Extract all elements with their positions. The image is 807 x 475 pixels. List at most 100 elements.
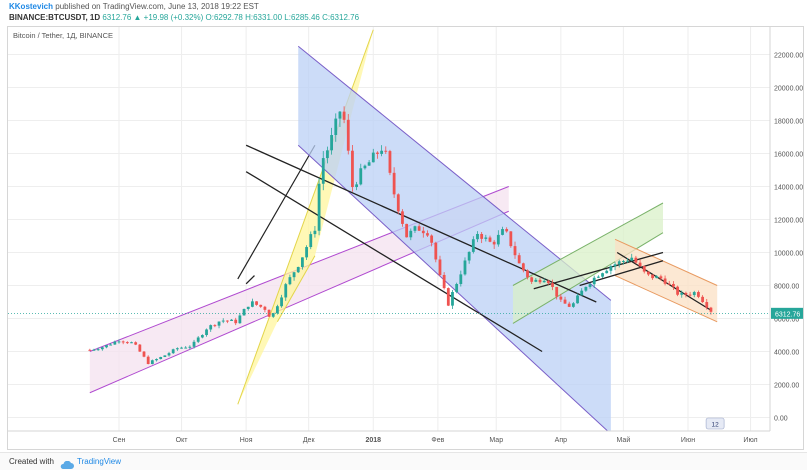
y-tick-label: 0.00: [774, 416, 788, 423]
symbol-label: BINANCE:BTCUSDT, 1D: [9, 13, 101, 22]
candle-body: [588, 284, 592, 287]
x-tick-label: Окт: [176, 437, 189, 444]
last-price: 6312.76: [102, 13, 132, 22]
candle-body: [709, 307, 713, 312]
candle-body: [388, 151, 392, 173]
candle-body: [630, 257, 634, 261]
x-tick-label: Июл: [743, 437, 757, 444]
author-name[interactable]: KKostevich: [9, 2, 54, 11]
price-chart[interactable]: 0.00 2000.00 4000.00 6000.00 8000.00 10000.00…: [0, 0, 807, 452]
candle-body: [538, 279, 542, 283]
candle-body: [142, 351, 146, 357]
candle-body: [576, 295, 579, 304]
high-value: H:6331.00: [245, 13, 283, 22]
created-with-text: Created with: [9, 457, 54, 466]
cloud-icon: [60, 457, 74, 475]
candle-body: [296, 266, 300, 273]
trend-line: [245, 171, 543, 353]
candle-body: [159, 357, 163, 360]
channel-blue: [298, 46, 611, 431]
candle-body: [371, 152, 375, 163]
candle-body: [376, 152, 379, 154]
candle-body: [455, 284, 459, 293]
candle-body: [530, 277, 534, 282]
x-tick-label: Ноя: [240, 437, 253, 444]
candle-body: [355, 184, 359, 188]
candle-body: [596, 276, 600, 278]
candle-body: [346, 119, 350, 151]
y-tick-label: 4000.00: [774, 350, 799, 357]
candle-body: [417, 226, 421, 231]
event-badge-label: 12: [711, 422, 719, 429]
tradingview-logo-text[interactable]: TradingView: [77, 457, 122, 466]
price-change: ▲ +19.98 (+0.32%): [133, 13, 204, 22]
candle-body: [430, 235, 434, 243]
candle-body: [380, 150, 384, 154]
candle-body: [434, 242, 438, 260]
candle-body: [259, 304, 263, 307]
last-price-label: 6312.76: [775, 311, 800, 318]
candle-body: [105, 345, 108, 348]
candle-body: [221, 320, 225, 322]
channel-border: [614, 275, 718, 323]
candle-body: [217, 321, 221, 326]
symbol-info: BINANCE:BTCUSDT, 1D 6312.76 ▲ +19.98 (+0…: [9, 13, 359, 23]
publish-text: published on TradingView.com, June 13, 2…: [55, 2, 259, 11]
channel-border: [297, 144, 609, 431]
candle-body: [617, 261, 621, 265]
candle-body: [109, 344, 113, 346]
candle-body: [234, 319, 238, 324]
candle-body: [138, 344, 142, 352]
y-tick-label: 18000.00: [774, 119, 803, 126]
candle-body: [692, 292, 696, 296]
candle-body: [326, 150, 329, 159]
candle-body: [438, 259, 442, 275]
chart-title: Bitcoin / Tether, 1Д, BINANCE: [13, 31, 113, 40]
candle-body: [409, 230, 413, 238]
x-tick-label: Дек: [303, 437, 316, 444]
candle-body: [301, 257, 304, 267]
candle-body: [480, 233, 484, 239]
x-tick-label: 2018: [365, 437, 381, 444]
candle-body: [659, 276, 663, 279]
candle-body: [688, 294, 692, 296]
candle-body: [667, 283, 671, 285]
candle-body: [363, 165, 367, 169]
candle-body: [551, 283, 554, 287]
candle-body: [476, 233, 479, 240]
x-tick-label: Июн: [681, 437, 695, 444]
candle-body: [655, 276, 659, 279]
candle-body: [230, 319, 233, 321]
candle-body: [130, 342, 133, 344]
candle-body: [584, 286, 588, 291]
plot-area: [88, 29, 718, 431]
candle-body: [150, 360, 154, 365]
y-tick-label: 2000.00: [774, 383, 799, 390]
candle-body: [359, 168, 363, 185]
y-tick-label: 6000.00: [774, 317, 799, 324]
candle-body: [592, 277, 596, 285]
x-tick-label: Апр: [555, 437, 567, 444]
y-tick-label: 16000.00: [774, 152, 803, 159]
y-tick-label: 20000.00: [774, 86, 803, 93]
last-price-tag: [771, 307, 803, 319]
candle-body: [367, 162, 371, 166]
candle-body: [288, 277, 292, 285]
candle-body: [642, 266, 646, 272]
trend-line: [533, 251, 664, 290]
candle-body: [175, 348, 179, 350]
candle-body: [621, 260, 625, 262]
candle-body: [163, 355, 167, 358]
candle-body: [613, 264, 617, 267]
candle-body: [426, 233, 429, 236]
candle-body: [609, 266, 613, 271]
publish-info: KKostevich published on TradingView.com,…: [9, 2, 259, 12]
candle-body: [209, 325, 213, 330]
candle-body: [401, 211, 404, 224]
candle-body: [442, 274, 446, 289]
candle-body: [471, 239, 475, 252]
candle-body: [680, 292, 684, 295]
candle-body: [492, 241, 496, 245]
candle-body: [384, 150, 388, 152]
candle-body: [405, 223, 409, 238]
